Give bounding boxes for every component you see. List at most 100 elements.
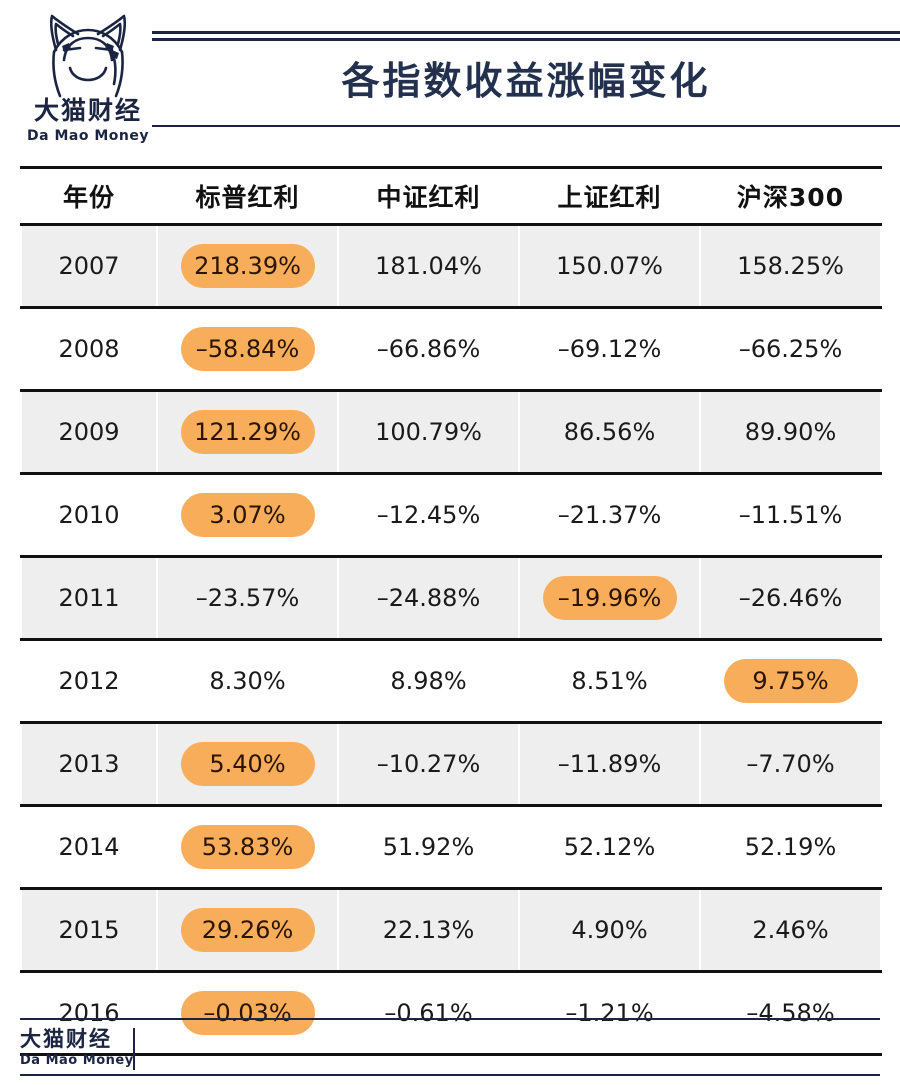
cell-value: 3.07% [156,472,339,557]
highlighted-value: –0.03% [180,991,315,1035]
table-row: 2008 –58.84% –66.86% –69.12% –66.25% [20,306,882,391]
highlighted-value: 53.83% [180,825,315,869]
table-row: 2009 121.29% 100.79% 86.56% 89.90% [20,389,882,474]
table-row: 2010 3.07% –12.45% –21.37% –11.51% [20,472,882,557]
cell-value: 158.25% [699,223,882,308]
table-row: 2016 –0.03% –0.61% –1.21% –4.58% [20,970,882,1056]
highlighted-value: –19.96% [542,576,677,620]
table-header-row: 年份 标普红利 中证红利 上证红利 沪深300 [20,166,882,225]
cell-value: –24.88% [337,555,520,640]
cell-year: 2015 [20,887,158,972]
cell-value: 4.90% [518,887,701,972]
value: –10.27% [376,750,481,778]
header-rule-lower [152,38,900,41]
value: –23.57% [195,584,300,612]
value: –66.86% [376,335,481,363]
highlighted-value: 121.29% [180,410,315,454]
cell-value: 8.51% [518,638,701,723]
column-header-csi300: 沪深300 [699,166,882,225]
cell-value: 53.83% [156,804,339,889]
value: –12.45% [376,501,481,529]
cell-year: 2007 [20,223,158,308]
highlighted-value: –58.84% [180,327,315,371]
cell-value: 121.29% [156,389,339,474]
cell-value: –69.12% [518,306,701,391]
cell-value: 5.40% [156,721,339,806]
cell-value: –1.21% [518,970,701,1056]
value: 181.04% [375,252,482,280]
value: –1.21% [565,999,654,1027]
cell-value: –4.58% [699,970,882,1056]
value: –66.25% [738,335,843,363]
brand-name-cn: 大猫财经 [33,96,142,125]
page-header: 大猫财经 Da Mao Money 各指数收益涨幅变化 [0,0,900,160]
cell-value: 86.56% [518,389,701,474]
index-returns-table: 年份 标普红利 中证红利 上证红利 沪深300 2007 218.39% 181.0… [20,166,882,1056]
cell-value: –0.61% [337,970,520,1056]
brand-name-en: Da Mao Money [27,128,149,144]
title-underline-rule [152,125,900,127]
value: –7.70% [746,750,835,778]
brand-logo-block: 大猫财经 Da Mao Money [14,12,162,152]
column-header-year: 年份 [20,166,158,225]
cell-value: 89.90% [699,389,882,474]
value: 4.90% [571,916,648,944]
footer-rule-top [20,1018,880,1020]
value: 8.30% [209,667,286,695]
value: –11.51% [738,501,843,529]
table-row: 2013 5.40% –10.27% –11.89% –7.70% [20,721,882,806]
table-body: 2007 218.39% 181.04% 150.07% 158.25% 2008 –58.… [20,223,882,1056]
value: –0.61% [384,999,473,1027]
value: 8.98% [390,667,467,695]
footer-brand-en: Da Mao Money [20,1053,134,1068]
cell-value: 218.39% [156,223,339,308]
value: 150.07% [556,252,663,280]
cell-value: 52.12% [518,804,701,889]
column-header-sse-dividend: 上证红利 [518,166,701,225]
cell-year: 2011 [20,555,158,640]
page-title: 各指数收益涨幅变化 [341,61,711,103]
cell-value: –26.46% [699,555,882,640]
cell-value: 2.46% [699,887,882,972]
cell-year: 2010 [20,472,158,557]
footer-divider [133,1028,135,1070]
value: 52.19% [744,833,837,861]
cell-value: –10.27% [337,721,520,806]
cell-value: –7.70% [699,721,882,806]
table-header: 年份 标普红利 中证红利 上证红利 沪深300 [20,166,882,225]
cell-value: –66.25% [699,306,882,391]
cell-year: 2016 [20,970,158,1056]
cell-value: –66.86% [337,306,520,391]
value: 100.79% [375,418,482,446]
cell-year: 2012 [20,638,158,723]
value: 2.46% [752,916,829,944]
cell-value: –11.89% [518,721,701,806]
footer-brand-cn: 大猫财经 [20,1027,112,1051]
cell-value: 150.07% [518,223,701,308]
header-rule-upper [152,31,900,34]
cell-value: 100.79% [337,389,520,474]
cell-value: –19.96% [518,555,701,640]
cell-value: 51.92% [337,804,520,889]
highlighted-value: 5.40% [180,742,315,786]
cell-year: 2008 [20,306,158,391]
value: –24.88% [376,584,481,612]
cat-face-logo-icon [26,12,150,98]
highlighted-value: 9.75% [723,659,858,703]
value: –69.12% [557,335,662,363]
column-header-sp-dividend: 标普红利 [156,166,339,225]
value: 52.12% [563,833,656,861]
page-footer: 大猫财经 Da Mao Money [0,1018,900,1086]
value: 51.92% [382,833,475,861]
table-row: 2007 218.39% 181.04% 150.07% 158.25% [20,223,882,308]
cell-value: 8.30% [156,638,339,723]
value: –26.46% [738,584,843,612]
highlighted-value: 218.39% [180,244,315,288]
cell-year: 2013 [20,721,158,806]
cell-value: –21.37% [518,472,701,557]
cell-year: 2009 [20,389,158,474]
cell-value: 52.19% [699,804,882,889]
value: 158.25% [737,252,844,280]
highlighted-value: 29.26% [180,908,315,952]
value: –21.37% [557,501,662,529]
